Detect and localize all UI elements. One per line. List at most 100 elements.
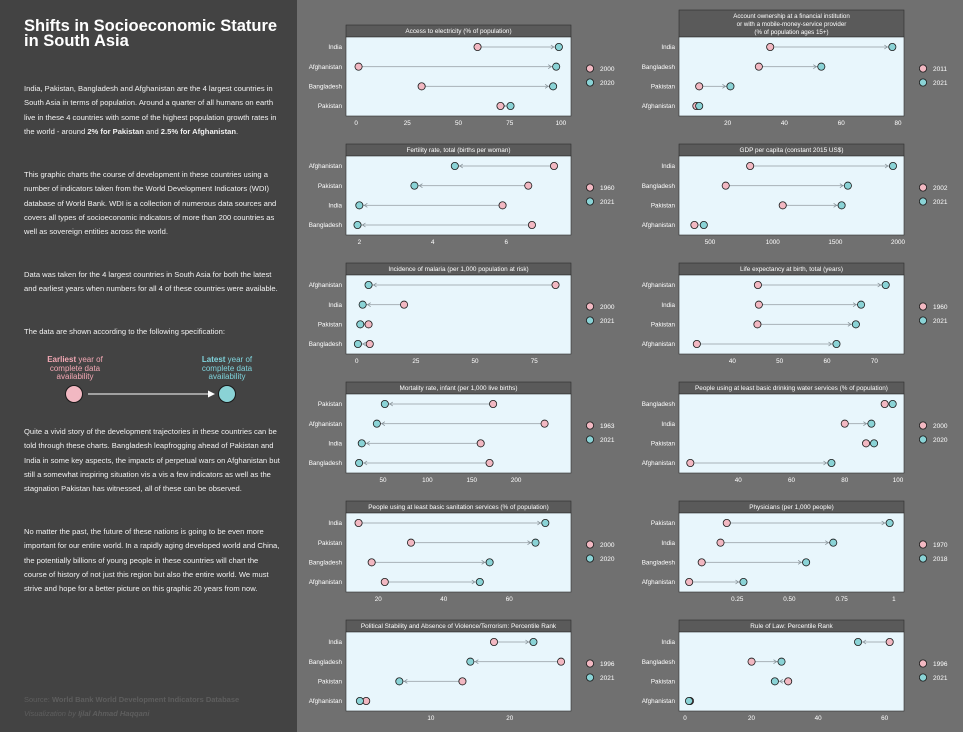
- latest-point: [851, 320, 860, 329]
- earliest-point: [524, 181, 533, 190]
- earliest-point: [766, 43, 775, 52]
- x-tick-label: 50: [455, 120, 463, 127]
- x-tick-label: 80: [841, 477, 849, 484]
- plot-background: [678, 155, 905, 236]
- dumbbell-arrowhead: [797, 560, 802, 565]
- latest-point: [888, 43, 897, 52]
- dumbbell-arrowhead: [863, 421, 868, 426]
- x-tick-label: 60: [838, 120, 846, 127]
- y-category-label: Bangladesh: [642, 659, 676, 666]
- legend-marker: [586, 78, 595, 87]
- legend-marker: [919, 659, 928, 668]
- source-note: Source: World Bank World Development Ind…: [24, 695, 240, 704]
- dumbbell-arrowhead: [877, 282, 882, 288]
- spec-earliest-label: Earliest year of complete data availabil…: [47, 355, 103, 381]
- dumbbell-arrowhead: [862, 639, 867, 645]
- earliest-point: [753, 280, 762, 289]
- earliest-point: [697, 558, 706, 567]
- spec-earliest-dot: [65, 385, 83, 403]
- latest-point: [739, 578, 748, 587]
- x-tick-label: 1500: [828, 239, 843, 246]
- dumbbell-arrowhead: [773, 659, 778, 664]
- dumbbell-arrowhead: [363, 203, 368, 208]
- earliest-point: [365, 339, 374, 348]
- dumbbell-arrowhead: [823, 460, 828, 466]
- dumbbell-arrowhead: [525, 639, 530, 645]
- y-category-label: India: [328, 203, 342, 210]
- latest-point: [829, 538, 838, 547]
- spec-diagram: [65, 385, 236, 403]
- legend-label: 2000: [600, 542, 615, 549]
- plot-background: [345, 36, 572, 117]
- x-tick-label: 25: [412, 358, 420, 365]
- earliest-point: [406, 538, 415, 547]
- chart-title: Rule of Law: Percentile Rank: [750, 623, 833, 630]
- y-category-label: India: [328, 302, 342, 309]
- legend-label: 1970: [933, 542, 948, 549]
- latest-point: [485, 558, 494, 567]
- dumbbell-arrowhead: [884, 163, 889, 169]
- legend-marker: [586, 540, 595, 549]
- legend-label: 2021: [933, 318, 948, 325]
- chart-panel-7: Mortality rate, infant (per 1,000 live b…: [309, 381, 615, 484]
- x-tick-label: 2000: [891, 239, 906, 246]
- latest-point: [867, 419, 876, 428]
- legend-label: 2021: [933, 199, 948, 206]
- earliest-point: [485, 458, 494, 467]
- earliest-point: [686, 458, 695, 467]
- y-category-label: Pakistan: [651, 441, 676, 448]
- chart-title-bar: [678, 9, 905, 38]
- y-category-label: Afghanistan: [309, 421, 343, 428]
- y-category-label: Afghanistan: [309, 282, 343, 289]
- x-tick-label: 0.75: [835, 596, 848, 603]
- x-tick-label: 6: [504, 239, 508, 246]
- legend-marker: [919, 183, 928, 192]
- dumbbell-arrowhead: [527, 540, 532, 545]
- dumbbell-arrowhead: [389, 401, 394, 407]
- legend-label: 2020: [600, 556, 615, 563]
- future-paragraph: No matter the past, the future of these …: [24, 527, 280, 594]
- dumbbell-arrowhead: [722, 84, 727, 89]
- intro-paragraph: India, Pakistan, Bangladesh and Afghanis…: [24, 84, 277, 136]
- plot-background: [345, 155, 572, 236]
- y-category-label: Pakistan: [318, 401, 343, 408]
- legend-marker: [586, 197, 595, 206]
- earliest-point: [458, 677, 467, 686]
- dumbbell-arrowhead: [474, 659, 479, 664]
- chart-title: People using at least basic drinking wat…: [695, 385, 888, 392]
- earliest-point: [722, 519, 731, 528]
- chart-title: Political Stability and Absence of Viole…: [361, 623, 557, 630]
- earliest-point: [354, 519, 363, 528]
- latest-point: [699, 220, 708, 229]
- dumbbell-arrowhead: [372, 282, 377, 288]
- earliest-point: [685, 578, 694, 587]
- y-category-label: Bangladesh: [309, 659, 343, 666]
- chart-title: Life expectancy at birth, total (years): [740, 266, 843, 273]
- spec-latest-label: Latest year of complete data availabilit…: [201, 355, 253, 381]
- legend-label: 2021: [600, 437, 615, 444]
- dumbbell-arrowhead: [852, 302, 857, 307]
- plot-background: [678, 274, 905, 355]
- dumbbell-arrowhead: [547, 64, 552, 69]
- chart-panel-11: Political Stability and Absence of Viole…: [309, 619, 615, 722]
- plot-background: [678, 36, 905, 117]
- latest-point: [410, 181, 419, 190]
- y-category-label: Afghanistan: [642, 282, 676, 289]
- earliest-point: [695, 82, 704, 91]
- earliest-point: [354, 62, 363, 71]
- y-category-label: Bangladesh: [309, 84, 343, 91]
- dumbbell-arrowhead: [362, 341, 367, 347]
- x-tick-label: 0: [355, 358, 359, 365]
- chart-panel-5: Incidence of malaria (per 1,000 populati…: [309, 262, 615, 365]
- earliest-point: [367, 558, 376, 567]
- legend-marker: [586, 659, 595, 668]
- legend-label: 1963: [600, 423, 615, 430]
- legend-label: 1960: [600, 185, 615, 192]
- earliest-point: [489, 638, 498, 647]
- latest-point: [353, 220, 362, 229]
- y-category-label: Pakistan: [651, 203, 676, 210]
- x-tick-label: 20: [506, 715, 514, 722]
- legend-label: 2002: [933, 185, 948, 192]
- legend-label: 2021: [600, 675, 615, 682]
- legend-marker: [919, 540, 928, 549]
